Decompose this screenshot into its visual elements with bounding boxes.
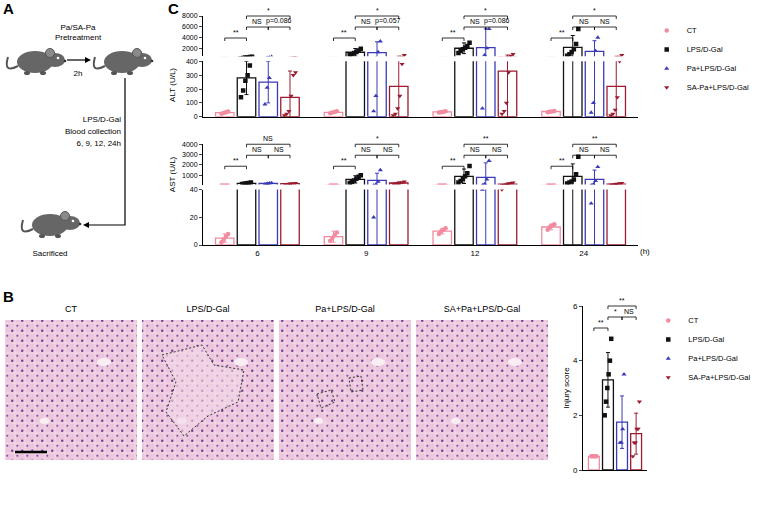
svg-text:NS: NS bbox=[579, 146, 589, 153]
svg-text:9: 9 bbox=[364, 249, 369, 258]
svg-text:6000: 6000 bbox=[182, 23, 198, 30]
svg-text:**: ** bbox=[450, 157, 456, 164]
svg-text:NS: NS bbox=[361, 146, 371, 153]
svg-text:0: 0 bbox=[573, 466, 578, 475]
svg-text:200: 200 bbox=[186, 86, 198, 93]
svg-text:Blood collection: Blood collection bbox=[65, 127, 121, 136]
svg-text:20: 20 bbox=[190, 214, 198, 221]
svg-text:NS: NS bbox=[624, 308, 634, 315]
svg-text:Pretreatment: Pretreatment bbox=[55, 33, 102, 42]
svg-text:NS: NS bbox=[600, 146, 610, 153]
svg-text:(h): (h) bbox=[640, 247, 650, 256]
svg-text:12: 12 bbox=[470, 249, 479, 258]
svg-text:0: 0 bbox=[194, 113, 198, 120]
svg-text:NS: NS bbox=[600, 18, 610, 25]
svg-text:**: ** bbox=[592, 135, 598, 142]
svg-text:100: 100 bbox=[186, 99, 198, 106]
svg-text:2h: 2h bbox=[74, 69, 83, 78]
svg-text:2: 2 bbox=[573, 411, 578, 420]
svg-text:Pa+LPS/D-Gal: Pa+LPS/D-Gal bbox=[688, 354, 738, 363]
svg-text:*: * bbox=[484, 7, 487, 14]
svg-text:p=0.086: p=0.086 bbox=[484, 17, 510, 25]
svg-text:CT: CT bbox=[65, 304, 77, 314]
svg-text:3000: 3000 bbox=[182, 151, 198, 158]
html-text:B: B bbox=[3, 288, 14, 305]
svg-text:Pa/SA-Pa: Pa/SA-Pa bbox=[60, 23, 96, 32]
html-text:A: A bbox=[3, 0, 14, 17]
svg-text:*: * bbox=[267, 7, 270, 14]
svg-text:*: * bbox=[614, 308, 617, 315]
svg-text:**: ** bbox=[341, 157, 347, 164]
svg-text:6, 9, 12, 24h: 6, 9, 12, 24h bbox=[77, 139, 121, 148]
svg-text:0: 0 bbox=[194, 241, 198, 248]
svg-text:400: 400 bbox=[186, 58, 198, 65]
svg-text:Pa+LPS/D-Gal: Pa+LPS/D-Gal bbox=[315, 304, 374, 314]
svg-text:p=0.086: p=0.086 bbox=[266, 17, 292, 25]
svg-text:NS: NS bbox=[252, 146, 262, 153]
svg-text:4000: 4000 bbox=[182, 34, 198, 41]
svg-text:NS: NS bbox=[383, 146, 393, 153]
svg-text:*: * bbox=[376, 7, 379, 14]
svg-text:2000: 2000 bbox=[182, 45, 198, 52]
svg-text:NS: NS bbox=[263, 135, 273, 142]
svg-text:SA+Pa+LPS/D-Gal: SA+Pa+LPS/D-Gal bbox=[444, 304, 521, 314]
svg-text:ALT (U/L): ALT (U/L) bbox=[168, 68, 177, 102]
svg-text:CT: CT bbox=[688, 316, 698, 325]
svg-text:2000: 2000 bbox=[182, 161, 198, 168]
svg-text:SA-Pa+LPS/D-Gal: SA-Pa+LPS/D-Gal bbox=[687, 83, 749, 92]
svg-text:NS: NS bbox=[470, 146, 480, 153]
svg-text:6: 6 bbox=[255, 249, 260, 258]
svg-text:**: ** bbox=[233, 29, 239, 36]
svg-text:NS: NS bbox=[579, 18, 589, 25]
svg-text:4: 4 bbox=[573, 356, 578, 365]
svg-text:**: ** bbox=[559, 29, 565, 36]
svg-text:LPS/D-Gal: LPS/D-Gal bbox=[83, 115, 121, 124]
svg-text:LPS/D-Gal: LPS/D-Gal bbox=[687, 45, 723, 54]
svg-text:**: ** bbox=[341, 29, 347, 36]
svg-text:LPS/D-Gal: LPS/D-Gal bbox=[688, 335, 724, 344]
svg-text:40: 40 bbox=[190, 186, 198, 193]
svg-text:NS: NS bbox=[492, 146, 502, 153]
html-text:C: C bbox=[168, 0, 179, 17]
svg-text:8000: 8000 bbox=[182, 12, 198, 19]
svg-text:300: 300 bbox=[186, 72, 198, 79]
svg-text:NS: NS bbox=[470, 18, 480, 25]
svg-text:**: ** bbox=[598, 319, 604, 326]
svg-text:*: * bbox=[376, 135, 379, 142]
svg-text:Injury score: Injury score bbox=[562, 367, 571, 409]
svg-text:SA-Pa+LPS/D-Gal: SA-Pa+LPS/D-Gal bbox=[688, 373, 750, 382]
svg-text:**: ** bbox=[483, 135, 489, 142]
svg-text:**: ** bbox=[619, 297, 625, 304]
svg-text:p=0.057: p=0.057 bbox=[375, 17, 401, 25]
svg-text:NS: NS bbox=[361, 18, 371, 25]
svg-text:**: ** bbox=[559, 157, 565, 164]
svg-text:AST (U/L): AST (U/L) bbox=[168, 156, 177, 192]
svg-text:CT: CT bbox=[687, 26, 697, 35]
svg-text:Sacrificed: Sacrificed bbox=[32, 249, 67, 258]
svg-text:6: 6 bbox=[573, 302, 578, 311]
svg-text:**: ** bbox=[450, 29, 456, 36]
svg-text:4000: 4000 bbox=[182, 141, 198, 148]
svg-text:*: * bbox=[593, 7, 596, 14]
svg-text:1000: 1000 bbox=[182, 172, 198, 179]
svg-text:NS: NS bbox=[252, 18, 262, 25]
svg-text:**: ** bbox=[233, 157, 239, 164]
svg-text:NS: NS bbox=[274, 146, 284, 153]
svg-text:24: 24 bbox=[579, 249, 588, 258]
svg-text:LPS/D-Gal: LPS/D-Gal bbox=[186, 304, 229, 314]
svg-text:Pa+LPS/D-Gal: Pa+LPS/D-Gal bbox=[687, 64, 737, 73]
